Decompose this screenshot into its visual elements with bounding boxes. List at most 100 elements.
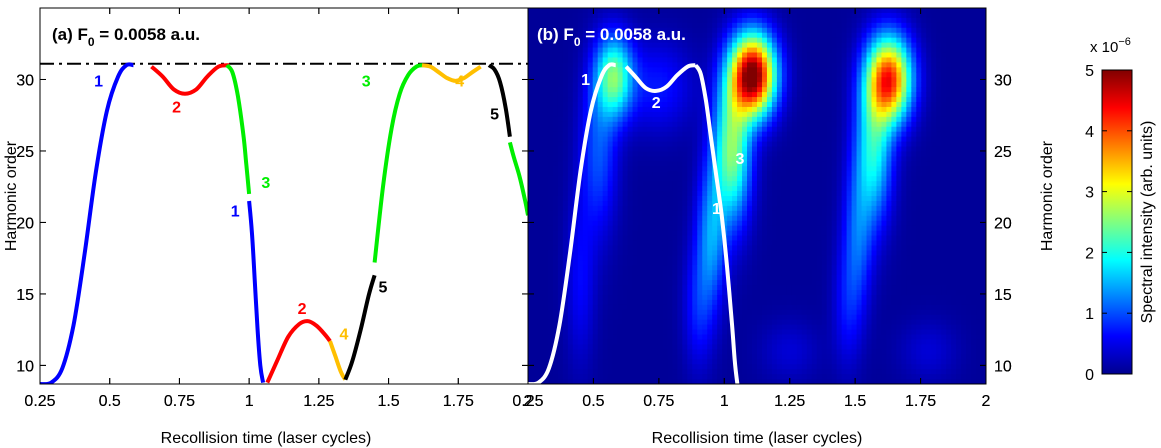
heatmap-cell (712, 47, 718, 54)
heatmap-cell (687, 225, 693, 232)
heatmap-cell (637, 329, 644, 336)
heatmap-cell (776, 196, 783, 202)
heatmap-cell (592, 290, 599, 296)
heatmap-cell (841, 102, 848, 108)
heatmap-cell (697, 146, 703, 153)
heatmap-cell (642, 280, 649, 286)
heatmap-cell (707, 215, 713, 222)
heatmap-cell (592, 161, 599, 167)
heatmap-cell (562, 260, 569, 266)
heatmap-cell (537, 161, 544, 167)
heatmap-cell (816, 72, 823, 78)
heatmap-cell (841, 344, 848, 350)
heatmap-cell (761, 111, 768, 118)
heatmap-cell (682, 97, 688, 103)
heatmap-cell (597, 275, 604, 281)
heatmap-cell (622, 42, 629, 49)
heatmap-cell (771, 379, 778, 384)
heatmap-cell (826, 265, 833, 271)
heatmap-cell (811, 131, 818, 138)
heatmap-cell (722, 12, 728, 19)
heatmap-cell (766, 116, 773, 123)
heatmap-cell (552, 369, 559, 375)
heatmap-cell (657, 374, 664, 380)
heatmap-cell (722, 319, 728, 326)
heatmap-cell (632, 12, 639, 19)
heatmap-cell (796, 42, 803, 49)
heatmap-cell (647, 309, 654, 316)
heatmap-cell (727, 186, 733, 192)
heatmap-cell (582, 260, 589, 266)
heatmap-cell (528, 220, 534, 227)
heatmap-cell (766, 37, 773, 44)
heatmap-cell (682, 220, 688, 227)
heatmap-cell (747, 235, 753, 242)
heatmap-cell (657, 62, 664, 68)
heatmap-cell (841, 126, 848, 133)
heatmap-cell (697, 349, 703, 355)
heatmap-cell (831, 215, 838, 222)
heatmap-cell (831, 290, 838, 296)
heatmap-cell (557, 369, 564, 375)
heatmap-cell (732, 141, 738, 148)
heatmap-cell (796, 324, 803, 331)
heatmap-cell (707, 191, 713, 197)
heatmap-cell (642, 52, 649, 59)
heatmap-cell (622, 304, 629, 311)
heatmap-cell (662, 260, 668, 266)
heatmap-cell (697, 225, 703, 232)
heatmap-cell (642, 17, 649, 24)
heatmap-cell (627, 324, 634, 331)
heatmap-cell (687, 22, 693, 29)
heatmap-cell (712, 8, 718, 14)
heatmap-cell (801, 171, 808, 177)
heatmap-cell (761, 210, 768, 217)
heatmap-cell (697, 166, 703, 172)
heatmap-cell (732, 275, 738, 281)
heatmap-cell (622, 225, 629, 232)
heatmap-cell (537, 215, 544, 222)
heatmap-cell (592, 126, 599, 133)
heatmap-cell (682, 121, 688, 128)
heatmap-cell (702, 344, 708, 350)
heatmap-cell (712, 364, 718, 370)
heatmap-cell (776, 215, 783, 222)
heatmap-cell (732, 245, 738, 252)
heatmap-cell (757, 196, 763, 202)
heatmap-cell (547, 379, 554, 384)
heatmap-cell (791, 285, 798, 291)
heatmap-cell (796, 250, 803, 256)
heatmap-cell (682, 161, 688, 167)
heatmap-cell (537, 220, 544, 227)
heatmap-cell (597, 116, 604, 123)
heatmap-cell (737, 27, 743, 34)
heatmap-cell (542, 230, 549, 237)
heatmap-cell (577, 77, 584, 83)
heatmap-cell (647, 161, 654, 167)
heatmap-cell (642, 324, 649, 331)
heatmap-cell (821, 230, 828, 237)
heatmap-cell (811, 354, 818, 360)
heatmap-cell (627, 225, 634, 232)
heatmap-cell (796, 260, 803, 266)
heatmap-cell (547, 314, 554, 321)
heatmap-cell (722, 136, 728, 143)
heatmap-cell (831, 314, 838, 321)
heatmap-cell (587, 230, 594, 237)
heatmap-cell (562, 369, 569, 375)
heatmap-cell (836, 294, 843, 301)
heatmap-cell (806, 12, 813, 19)
heatmap-cell (687, 294, 693, 301)
heatmap-cell (528, 324, 534, 331)
heatmap-cell (722, 314, 728, 321)
heatmap-cell (652, 205, 659, 212)
heatmap-cell (737, 77, 743, 83)
x-tick-label: 2 (524, 393, 533, 410)
heatmap-cell (687, 359, 693, 365)
heatmap-cell (547, 67, 554, 73)
heatmap-cell (831, 265, 838, 271)
heatmap-cell (667, 290, 673, 296)
heatmap-cell (547, 220, 554, 227)
heatmap-cell (572, 131, 579, 138)
heatmap-cell (622, 47, 629, 54)
